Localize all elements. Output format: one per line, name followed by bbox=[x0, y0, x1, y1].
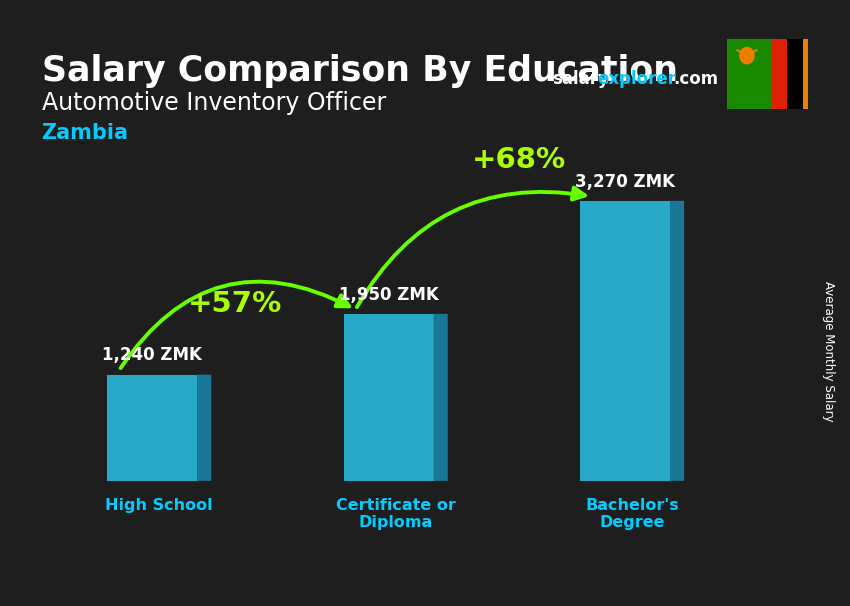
Text: Bachelor's
Degree: Bachelor's Degree bbox=[586, 498, 679, 530]
Text: Automotive Inventory Officer: Automotive Inventory Officer bbox=[42, 92, 386, 115]
Text: Salary Comparison By Education: Salary Comparison By Education bbox=[42, 54, 677, 88]
Polygon shape bbox=[803, 39, 819, 109]
Polygon shape bbox=[107, 375, 197, 481]
Text: High School: High School bbox=[105, 498, 213, 513]
Polygon shape bbox=[343, 314, 434, 481]
Circle shape bbox=[740, 47, 754, 64]
Polygon shape bbox=[727, 39, 808, 109]
Text: 1,950 ZMK: 1,950 ZMK bbox=[339, 285, 439, 304]
Polygon shape bbox=[670, 201, 684, 481]
Polygon shape bbox=[771, 39, 787, 109]
Text: Zambia: Zambia bbox=[42, 123, 128, 143]
Text: 1,240 ZMK: 1,240 ZMK bbox=[102, 347, 202, 364]
Text: +57%: +57% bbox=[188, 290, 282, 318]
Polygon shape bbox=[434, 314, 448, 481]
Polygon shape bbox=[787, 39, 803, 109]
Polygon shape bbox=[197, 375, 212, 481]
Text: salary: salary bbox=[552, 70, 609, 88]
Text: +68%: +68% bbox=[472, 145, 566, 174]
Text: explorer: explorer bbox=[598, 70, 677, 88]
Polygon shape bbox=[580, 201, 670, 481]
Text: 3,270 ZMK: 3,270 ZMK bbox=[575, 173, 675, 190]
Text: .com: .com bbox=[673, 70, 718, 88]
Text: Certificate or
Diploma: Certificate or Diploma bbox=[336, 498, 456, 530]
Text: Average Monthly Salary: Average Monthly Salary bbox=[822, 281, 836, 422]
